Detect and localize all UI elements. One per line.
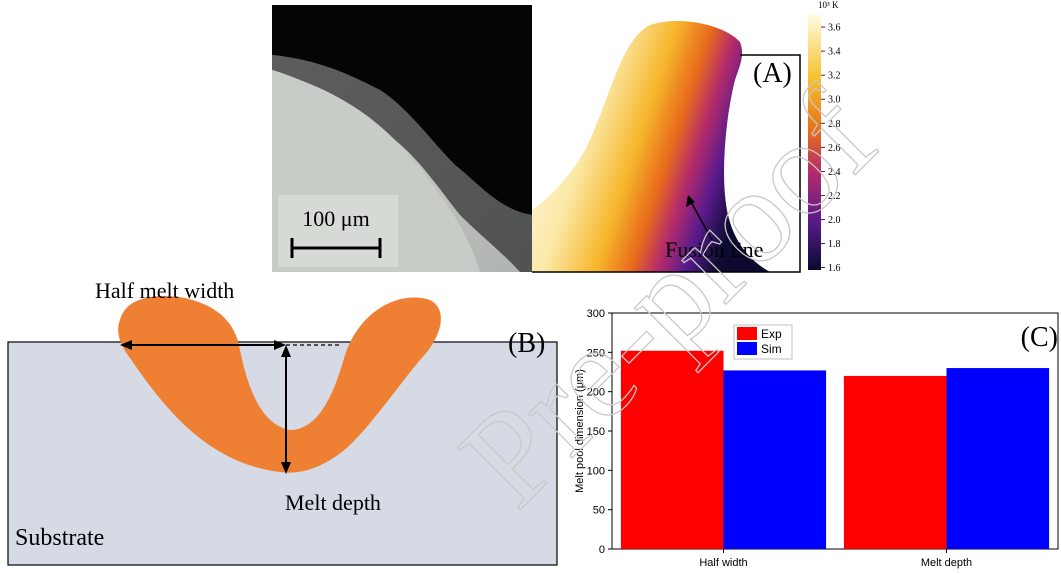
depth-label: Melt depth [285, 490, 381, 515]
y-axis-label: Melt pool dimension (μm) [574, 369, 586, 493]
arrow-head [686, 195, 695, 207]
colorbar-tick-label: 3.4 [828, 47, 841, 58]
colorbar-ticks: 1.6 1.8 2.0 2.2 2.4 2.6 2.8 3.0 3.2 3.4 3.6 [821, 23, 841, 274]
y-tick-label: 200 [587, 387, 605, 399]
panel-label: (C) [1021, 322, 1058, 353]
bar-chart: 0 50 100 150 200 250 300 Melt pool dimension (μ… [574, 308, 1059, 569]
scale-bar-label: 100 μm [302, 206, 369, 231]
legend-swatch [737, 327, 757, 340]
sim-frame [532, 54, 801, 273]
melt-pool-sim [532, 21, 770, 273]
panel-label: (A) [753, 58, 792, 89]
colorbar [808, 15, 821, 270]
y-tick-label: 100 [587, 465, 605, 477]
bar [620, 350, 724, 549]
y-tick-label: 300 [587, 308, 605, 320]
colorbar-unit: 10³ K [818, 0, 839, 10]
colorbar-tick-label: 3.2 [828, 71, 841, 82]
arrow [689, 199, 713, 241]
micrograph [272, 5, 532, 272]
colorbar-tick-label: 3.6 [828, 23, 841, 34]
colorbar-tick-label: 2.0 [828, 215, 841, 226]
colorbar-tick-label: 1.6 [828, 263, 841, 274]
y-tick-label: 150 [587, 426, 605, 438]
y-tick-label: 0 [599, 544, 605, 556]
colorbar-tick-label: 2.4 [828, 167, 841, 178]
bar [723, 370, 827, 549]
fusion-line-label: Fusion line [665, 237, 763, 262]
panel-label: (B) [508, 328, 545, 359]
legend-label: Exp [761, 327, 782, 341]
x-tick-label: Half width [699, 557, 747, 569]
melt-pool [118, 296, 441, 473]
legend-label: Sim [761, 342, 782, 356]
colorbar-tick-label: 1.8 [828, 239, 841, 250]
y-tick-label: 50 [593, 505, 605, 517]
legend-swatch [737, 342, 757, 355]
colorbar-tick-label: 2.2 [828, 191, 841, 202]
colorbar-tick-label: 2.8 [828, 119, 841, 130]
bar [946, 368, 1050, 549]
colorbar-tick-label: 2.6 [828, 143, 841, 154]
colorbar-tick-label: 3.0 [828, 95, 841, 106]
substrate-label: Substrate [15, 525, 104, 551]
y-tick-label: 250 [587, 347, 605, 359]
bar [843, 375, 947, 549]
width-label: Half melt width [95, 278, 234, 303]
x-tick-label: Melt depth [921, 557, 972, 569]
